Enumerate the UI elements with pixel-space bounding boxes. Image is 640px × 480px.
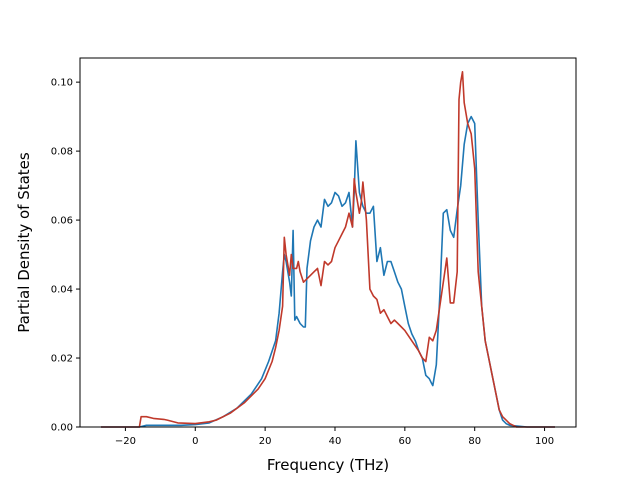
y-tick-label: 0.04: [51, 285, 73, 296]
x-tick-label: 0: [192, 436, 198, 447]
y-tick-label: 0.08: [51, 147, 73, 158]
series-group: [101, 71, 555, 428]
x-tick-label: 40: [329, 436, 342, 447]
x-tick-label: 100: [535, 436, 554, 447]
y-tick-label: 0.02: [51, 354, 73, 365]
x-tick-label: 60: [398, 436, 411, 447]
y-tick-label: 0.00: [51, 423, 73, 434]
series-line-2: [101, 71, 555, 428]
y-ticks: 0.00 0.02 0.04 0.06 0.08 0.10: [51, 78, 80, 434]
x-tick-label: 20: [259, 436, 272, 447]
y-tick-label: 0.10: [51, 78, 73, 89]
x-axis-label: Frequency (THz): [267, 456, 389, 474]
plot-frame: [79, 57, 577, 428]
series-line-1: [101, 115, 555, 428]
y-tick-label: 0.06: [51, 216, 73, 227]
x-tick-label: −20: [115, 436, 136, 447]
y-axis-label: Partial Density of States: [15, 152, 33, 333]
x-tick-label: 80: [468, 436, 481, 447]
x-ticks: −20 0 20 40 60 80 100: [115, 427, 554, 447]
